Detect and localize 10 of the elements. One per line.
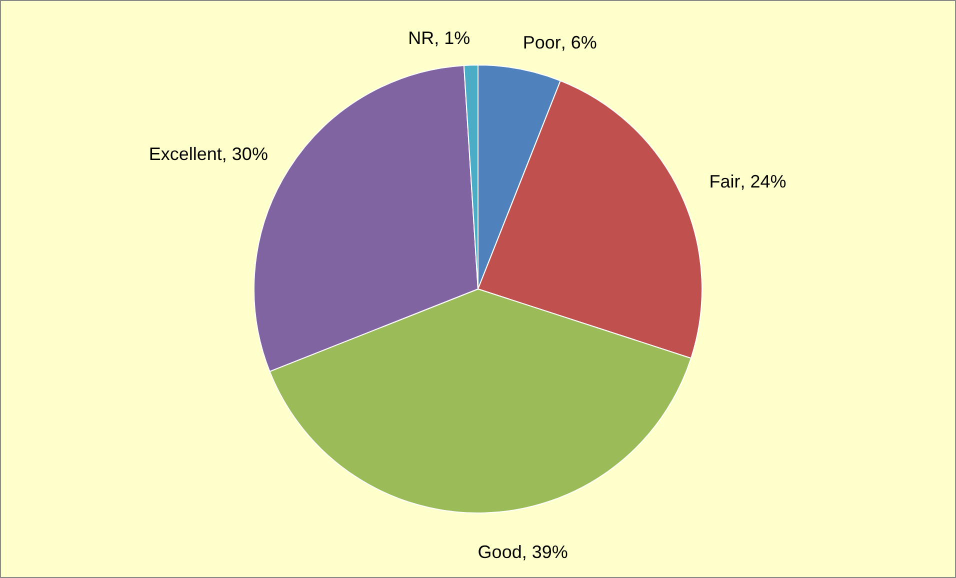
- data-label: , 6%: [560, 32, 597, 52]
- data-label: , 30%: [222, 144, 268, 164]
- slice-label: NR: [408, 28, 434, 48]
- slice-label: Poor: [522, 32, 561, 52]
- data-label: , 24%: [740, 172, 786, 192]
- data-label: , 1%: [434, 28, 470, 48]
- slice-label: Excellent: [148, 144, 222, 164]
- slice-label: Fair: [709, 172, 740, 192]
- slice-label: Good: [478, 542, 522, 562]
- data-label: , 39%: [522, 542, 568, 562]
